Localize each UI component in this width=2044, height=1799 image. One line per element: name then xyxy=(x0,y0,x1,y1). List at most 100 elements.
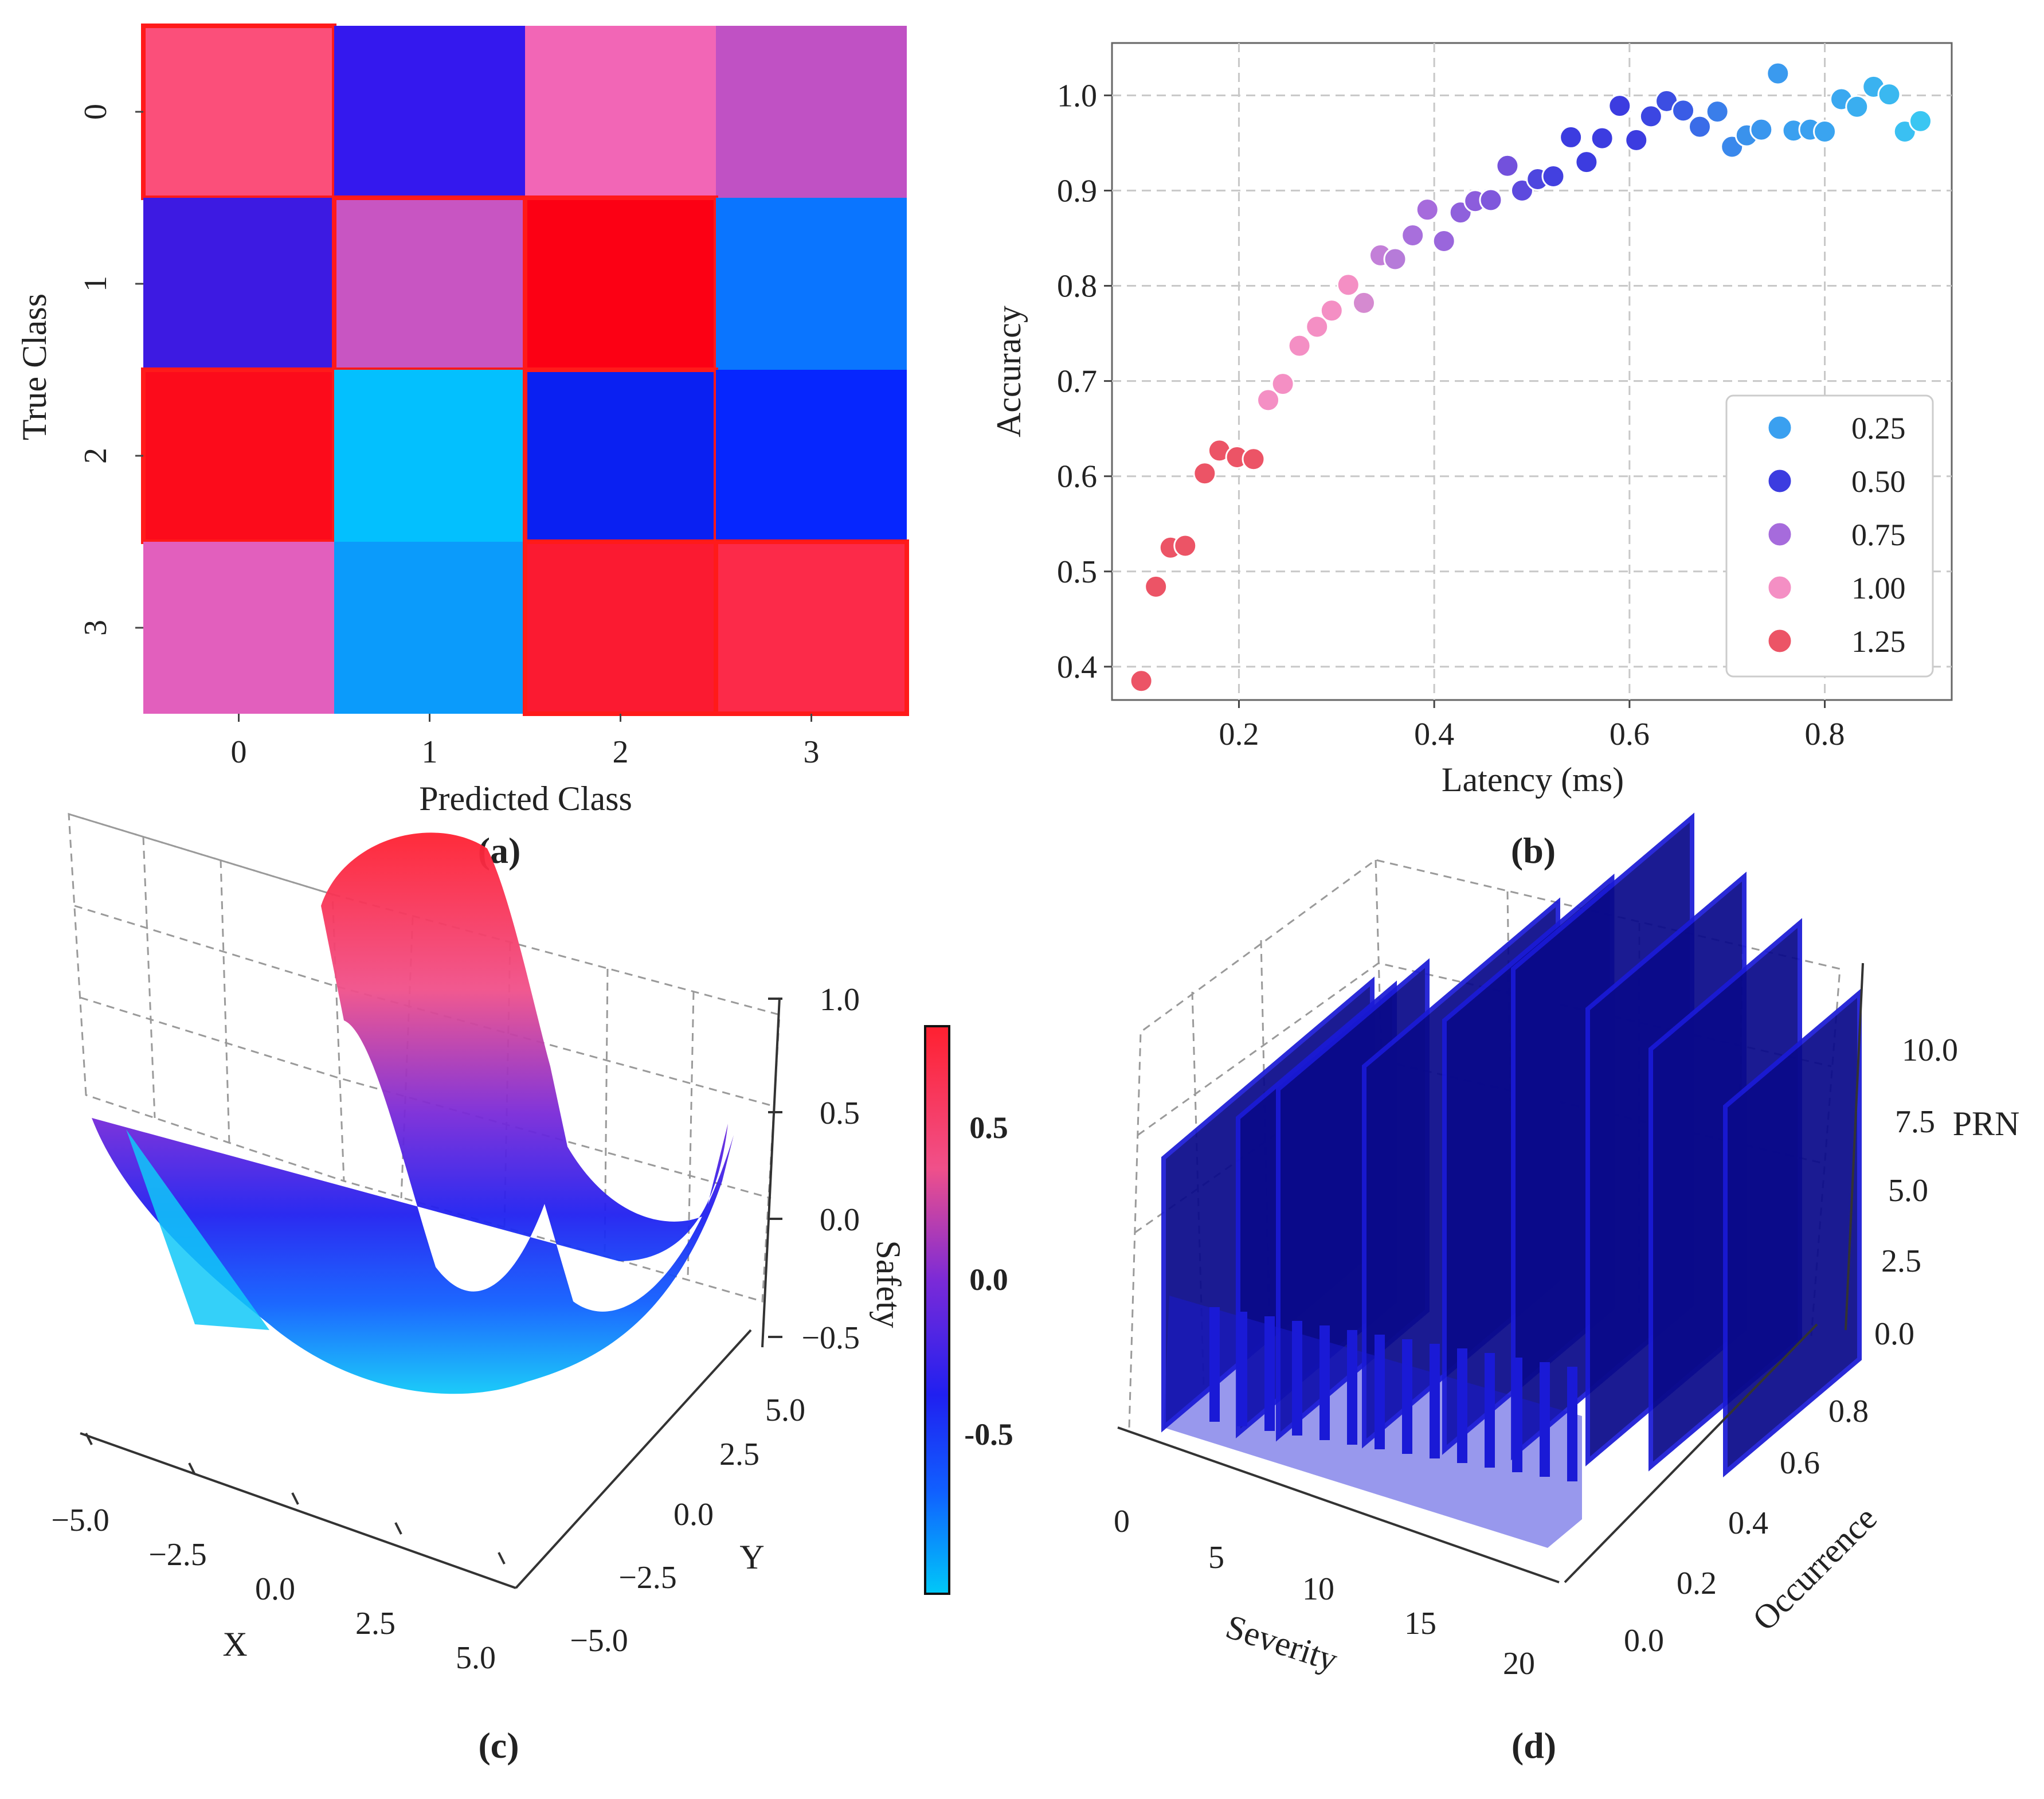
scatter-point xyxy=(1495,154,1520,178)
surface-y-tick-label: 2.5 xyxy=(719,1437,759,1472)
bar3d-y-ticks: 0.0 0.2 0.4 0.60.8 xyxy=(1564,1323,1869,1659)
colorbar-tick-label: 0.0 xyxy=(969,1262,1008,1297)
bar3d-x-ticks: 0 5 10 15 20 xyxy=(1114,1426,1560,1681)
scatter-x-tick-label: 0.6 xyxy=(1610,717,1650,752)
heatmap-cell xyxy=(141,24,336,200)
surface-x-tick-mark xyxy=(394,1522,402,1535)
surface-z-ticks: −0.5 0.0 0.5 1.0 xyxy=(761,982,860,1356)
heatmap-x-tick-label: 2 xyxy=(613,734,629,770)
bar-3d-small-bar xyxy=(1319,1325,1330,1440)
heatmap-cell xyxy=(143,542,334,714)
scatter-point xyxy=(1256,388,1281,412)
scatter-points xyxy=(1129,61,1932,693)
heatmap-cell xyxy=(334,370,525,542)
surface-x-tick-mark xyxy=(498,1552,506,1565)
bar-3d-small-bar xyxy=(1430,1344,1440,1458)
bar3d-x-axis-title: Severity xyxy=(1221,1608,1342,1679)
surface-y-axis-line xyxy=(515,1329,752,1589)
scatter-point xyxy=(1193,462,1217,486)
bar3d-z-tick-label: 0.0 xyxy=(1874,1316,1914,1352)
heatmap-cell xyxy=(523,195,718,372)
colorbar-ticks: 0.5 0.0 -0.5 xyxy=(964,1110,1013,1452)
bar3d-x-tick-label: 5 xyxy=(1208,1540,1224,1575)
scatter-y-tick-label: 1.0 xyxy=(1057,78,1097,114)
panel-label-c: (c) xyxy=(478,1725,519,1766)
bar-3d-small-bar xyxy=(1540,1362,1550,1477)
heatmap-cell xyxy=(716,198,907,370)
scatter-y-tick-label: 0.7 xyxy=(1057,364,1097,400)
scatter-point xyxy=(1671,99,1695,123)
scatter-point xyxy=(1287,334,1311,358)
bar-3d-front-face xyxy=(1164,1296,1582,1548)
heatmap-y-tick-label: 3 xyxy=(78,620,113,636)
bar3d-y-axis-line xyxy=(1564,1323,1818,1583)
scatter-point xyxy=(1479,188,1503,212)
surface-x-tick-label: 5.0 xyxy=(456,1640,496,1676)
bar-3d-small-bar xyxy=(1264,1316,1275,1431)
bar-3d-small-bar xyxy=(1457,1348,1467,1463)
heatmap-cell xyxy=(334,26,525,198)
scatter-point xyxy=(1129,669,1153,693)
legend-label: 0.25 xyxy=(1851,411,1906,445)
heatmap-cell xyxy=(525,26,716,198)
heatmap-cell xyxy=(334,542,525,714)
bar3d-z-axis-line xyxy=(1845,963,1864,1331)
surface-z-axis-title: Safety xyxy=(870,1240,907,1328)
heatmap-y-tick-label: 2 xyxy=(78,448,113,464)
legend-label: 0.50 xyxy=(1851,464,1906,499)
scatter-point xyxy=(1688,115,1712,139)
scatter-point xyxy=(1336,273,1360,297)
heatmap-x-axis-title: Predicted Class xyxy=(419,780,632,818)
surface-x-axis-line xyxy=(80,1432,516,1589)
bar3d-y-tick-label: 0.6 xyxy=(1780,1445,1820,1481)
bar3d-y-tick-label: 0.0 xyxy=(1624,1623,1664,1659)
bars-3d xyxy=(1161,812,1862,1548)
scatter-point xyxy=(1908,109,1932,133)
bar3d-x-tick-label: 15 xyxy=(1404,1606,1436,1641)
legend-marker xyxy=(1767,521,1793,547)
scatter-point xyxy=(1575,150,1599,174)
scatter-y-tick-label: 0.8 xyxy=(1057,269,1097,304)
heatmap-y-tick-label: 0 xyxy=(78,104,113,120)
panel-label-b: (b) xyxy=(1511,830,1556,871)
legend-marker xyxy=(1767,628,1793,654)
scatter-point xyxy=(1415,198,1439,222)
heatmap-cell xyxy=(141,367,336,544)
surface-x-ticks: −5.0 −2.5 0.0 2.5 5.0 xyxy=(51,1432,516,1676)
legend-marker xyxy=(1767,414,1793,441)
bar3d-y-tick-label: 0.2 xyxy=(1677,1566,1717,1601)
scatter-point xyxy=(1877,83,1901,107)
scatter-point xyxy=(1144,574,1168,599)
scatter-point xyxy=(1383,247,1407,271)
colorbar-tick-label: 0.5 xyxy=(969,1110,1008,1145)
surface-3d-shape xyxy=(92,832,734,1394)
scatter-point xyxy=(1319,299,1344,323)
bar3d-x-tick-label: 10 xyxy=(1302,1571,1334,1607)
scatter-point xyxy=(1510,178,1534,202)
bar3d-z-ticks: 0.0 2.5 5.0 7.5 10.0 xyxy=(1845,963,1958,1352)
bar-3d-small-bar xyxy=(1209,1307,1220,1422)
surface-x-tick-label: 0.0 xyxy=(255,1571,295,1607)
surface-3d-left-wing xyxy=(126,1129,269,1330)
panel-d: 0 5 10 15 20 0.0 0.2 0.4 0.60.8 0.0 2.5 5.0 7.5 10.… xyxy=(1114,812,2019,1766)
heatmap-cell xyxy=(716,370,907,542)
panel-b: 0.2 0.4 0.6 0.8 0.40.50.60.70.80.91.0 0.250… xyxy=(990,42,1953,871)
heatmap-y-ticks: 0 1 2 3 xyxy=(78,104,143,636)
bar-3d-small-bar xyxy=(1375,1335,1385,1449)
bar3d-y-tick-label: 0.8 xyxy=(1828,1394,1869,1429)
surface-y-tick-label: 0.0 xyxy=(673,1497,714,1532)
scatter-point xyxy=(1845,95,1869,119)
surface-x-tick-mark xyxy=(291,1492,299,1505)
colorbar-tick-label: -0.5 xyxy=(964,1417,1013,1452)
bar3d-z-tick-label: 5.0 xyxy=(1888,1173,1928,1209)
heatmap-cell xyxy=(332,195,527,372)
scatter-point xyxy=(1749,118,1773,142)
scatter-point xyxy=(1590,126,1614,150)
heatmap-x-tick-label: 3 xyxy=(804,734,820,770)
heatmap-y-tick-label: 1 xyxy=(78,276,113,292)
surface-z-tick-label: 0.5 xyxy=(820,1096,860,1131)
scatter-point xyxy=(1541,165,1565,189)
scatter-point xyxy=(1271,372,1295,396)
